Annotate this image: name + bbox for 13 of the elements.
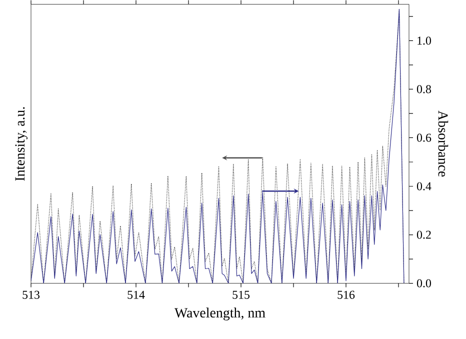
x-axis-title: Wavelength, nm	[174, 308, 266, 320]
y-axis-title: Intensity, a.u.	[15, 107, 28, 181]
y2-tick-label: 0.6	[416, 134, 432, 142]
y2-tick-label: 0.8	[416, 85, 431, 94]
x-tick-label: 513	[22, 290, 40, 299]
y2-tick-label: 0.4	[416, 182, 432, 190]
x-tick-label: 514	[128, 290, 145, 299]
y2-tick-label: 1.0	[418, 36, 431, 45]
x-tick-label: 516	[338, 290, 355, 299]
x-tick-label: 515	[232, 290, 250, 299]
y2-tick-label: 0.0	[416, 279, 431, 288]
y2-tick-label: 0.2	[416, 230, 431, 239]
y2-axis-title: Absorbance	[438, 110, 448, 176]
